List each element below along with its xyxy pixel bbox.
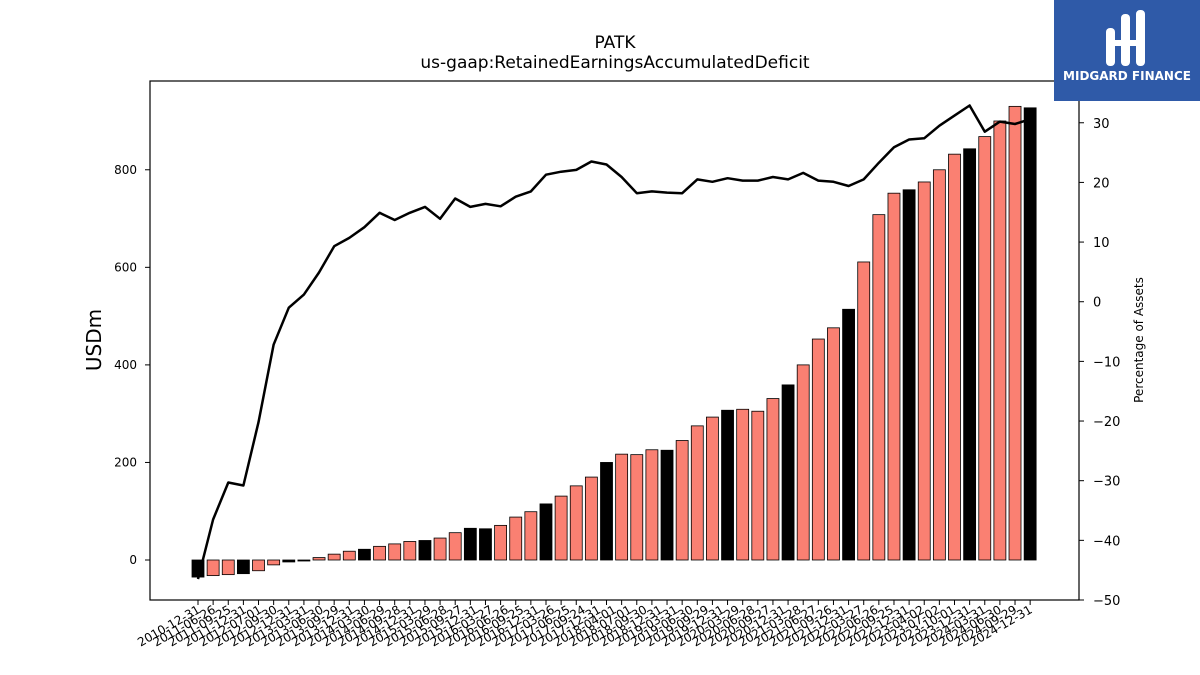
bar-2022-06-26 xyxy=(872,214,886,561)
bar-2022-12-31 xyxy=(902,189,916,561)
y-axis-right: −50 −40 −30 −20 −10 0 10 20 30 xyxy=(1079,117,1120,609)
y2-axis-label: Percentage of Assets xyxy=(1132,277,1146,403)
y2-tick-label-20: 20 xyxy=(1093,176,1110,191)
bar-2017-03-26 xyxy=(554,495,568,561)
bar-2014-12-31 xyxy=(418,540,432,561)
bar-2019-09-29 xyxy=(706,416,719,561)
y-tick-label-0: 0 xyxy=(129,553,137,567)
bar-2014-09-28 xyxy=(403,541,417,561)
bar-2021-06-27 xyxy=(811,338,825,561)
bar-2012-03-25 xyxy=(252,559,265,572)
bar-2018-07-01 xyxy=(630,454,644,561)
bar-2013-09-29 xyxy=(342,550,356,561)
bar-2023-12-31 xyxy=(963,148,977,561)
bar-series xyxy=(191,105,1037,578)
plot-frame xyxy=(149,80,1080,601)
y2-tick-label--50: −50 xyxy=(1093,594,1120,609)
bar-2019-06-30 xyxy=(690,425,704,561)
bar-2018-09-30 xyxy=(645,449,659,561)
bar-2015-09-27 xyxy=(463,527,477,561)
y-tick-label-800: 800 xyxy=(114,163,137,177)
y2-tick-label-10: 10 xyxy=(1093,236,1110,251)
bar-2023-04-02 xyxy=(917,181,931,561)
bar-2015-03-29 xyxy=(433,537,447,561)
bar-2018-04-01 xyxy=(615,453,629,561)
line-series xyxy=(196,104,1031,580)
y2-tick-label--20: −20 xyxy=(1093,415,1120,430)
y2-tick-label--10: −10 xyxy=(1093,355,1120,370)
bar-2013-06-30 xyxy=(327,553,341,561)
bar-2016-03-27 xyxy=(494,524,508,561)
bar-2024-09-29 xyxy=(1008,105,1022,561)
bar-2021-09-26 xyxy=(827,327,840,561)
chart-subtitle: us-gaap:RetainedEarningsAccumulatedDefic… xyxy=(420,53,810,73)
bar-2019-03-31 xyxy=(675,440,689,561)
y2-tick-label--40: −40 xyxy=(1093,534,1120,549)
bar-2020-09-27 xyxy=(766,398,780,561)
bar-2017-12-31 xyxy=(600,462,613,561)
bar-2015-06-28 xyxy=(448,532,462,561)
bar-2011-12-31 xyxy=(236,559,250,575)
bar-2023-07-02 xyxy=(932,169,946,561)
bar-2020-03-29 xyxy=(736,408,750,561)
bar-2024-06-30 xyxy=(993,120,1007,561)
y-axis-left: 0 200 400 600 800 xyxy=(114,163,150,567)
y-tick-label-400: 400 xyxy=(114,358,137,372)
bar-2020-06-28 xyxy=(751,410,765,561)
bar-2016-09-25 xyxy=(524,511,538,561)
bar-2012-07-01 xyxy=(267,559,281,566)
bar-2011-06-26 xyxy=(206,559,220,577)
bar-2020-12-31 xyxy=(781,384,795,561)
bar-2013-03-31 xyxy=(312,557,326,561)
y2-tick-label-30: 30 xyxy=(1093,117,1110,132)
y2-tick-label--30: −30 xyxy=(1093,475,1120,490)
bar-2016-12-31 xyxy=(539,503,553,561)
bar-2024-03-31 xyxy=(978,136,992,561)
logo-text: MIDGARD FINANCE xyxy=(1063,69,1191,83)
bar-2017-06-25 xyxy=(569,485,583,561)
y-tick-label-600: 600 xyxy=(114,260,137,274)
bar-2016-06-26 xyxy=(509,516,523,561)
bar-2021-03-28 xyxy=(796,364,810,561)
bar-2011-09-25 xyxy=(221,559,235,576)
y2-tick-label-0: 0 xyxy=(1093,296,1101,311)
bar-2021-12-31 xyxy=(842,308,855,561)
bar-2023-10-01 xyxy=(948,153,961,561)
bar-2012-12-31 xyxy=(297,559,311,562)
bar-2014-06-29 xyxy=(388,543,402,561)
bar-2022-09-25 xyxy=(887,192,901,561)
y-axis-label: USDm xyxy=(82,309,106,371)
brand-logo: MIDGARD FINANCE xyxy=(1054,0,1200,101)
bar-2022-03-27 xyxy=(857,261,871,561)
percentage-of-assets-line xyxy=(196,104,1031,580)
bar-2017-09-24 xyxy=(584,476,598,561)
bar-2013-12-31 xyxy=(358,548,371,561)
bar-2024-12-31 xyxy=(1023,107,1037,561)
bar-2015-12-31 xyxy=(479,528,492,561)
bar-2014-03-30 xyxy=(373,545,386,561)
logo-mark-icon xyxy=(1106,10,1145,66)
chart-title: PATK xyxy=(594,33,636,53)
bar-2019-12-31 xyxy=(721,409,734,561)
x-axis: 2010-12-312011-06-262011-09-252011-12-31… xyxy=(135,600,1035,649)
bar-2018-12-31 xyxy=(660,449,674,561)
y-tick-label-200: 200 xyxy=(114,455,137,469)
bar-2012-09-30 xyxy=(282,559,296,563)
